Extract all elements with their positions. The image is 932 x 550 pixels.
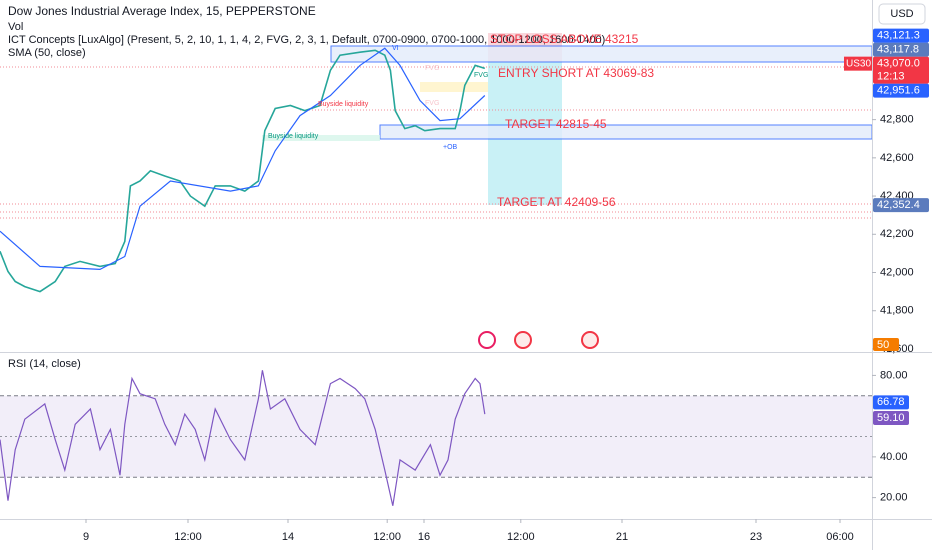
volume-tag: 50 (877, 339, 889, 351)
zone-label: Buyside liquidity (318, 101, 369, 108)
zone-label: FVG (425, 100, 439, 107)
symbol-tag: US30 (846, 58, 871, 69)
price-label-box (873, 42, 929, 57)
event-icon[interactable] (514, 331, 532, 349)
x-tick-label: 9 (83, 531, 89, 543)
x-tick-label: 16 (418, 531, 430, 543)
zone-label: +OB (443, 144, 458, 151)
fvg-zone (420, 82, 488, 92)
zone-label: Buyside liquidity (268, 133, 319, 140)
rsi-value-box (873, 410, 909, 425)
x-tick-label: 23 (750, 531, 762, 543)
price-label-box (873, 56, 929, 84)
annotation: ENTRY SHORT AT 43069-83 (498, 66, 654, 80)
x-tick-label: 12:00 (174, 531, 202, 543)
rsi-value-label: 59.10 (877, 412, 905, 424)
price-label-box (873, 83, 929, 98)
event-icon[interactable] (478, 331, 496, 349)
y-tick-label: 42,800 (880, 114, 914, 126)
price-label: 43,121.3 (877, 30, 920, 42)
indicator-label: ICT Concepts [LuxAlgo] (Present, 5, 2, 1… (8, 34, 605, 46)
rsi-title: RSI (14, close) (8, 358, 81, 370)
zone-label: FVG (425, 65, 439, 72)
x-tick-label: 12:00 (507, 531, 535, 543)
annotation: TARGET 42815-45 (505, 117, 607, 131)
rsi-value-box (873, 395, 909, 410)
x-tick-label: 21 (616, 531, 628, 543)
y-tick-label: 42,600 (880, 152, 914, 164)
x-tick-label: 14 (282, 531, 294, 543)
zone-label: VI (392, 45, 399, 52)
y-tick-label: 42,000 (880, 266, 914, 278)
price-label: 43,070.0 (877, 58, 920, 70)
price-label-box (873, 28, 929, 43)
y-tick-label: 20.00 (880, 492, 908, 504)
event-icon[interactable] (581, 331, 599, 349)
indicator-label: SMA (50, close) (8, 47, 86, 59)
currency-label: USD (890, 8, 913, 20)
x-tick-label: 06:00 (826, 531, 854, 543)
series-line (0, 49, 486, 293)
series-line (0, 47, 486, 271)
series-line (0, 370, 486, 506)
y-tick-label: 40.00 (880, 451, 908, 463)
order-block (379, 124, 873, 140)
annotation: STOP LOSS ABOVE 43215 (490, 32, 639, 46)
indicator-label: Vol (8, 21, 23, 33)
price-label: 43,117.8 (877, 44, 919, 56)
liquidity-zone (262, 135, 380, 141)
y-tick-label: 80.00 (880, 369, 908, 381)
y-tick-label: 41,800 (880, 305, 914, 317)
order-block (330, 45, 873, 63)
rsi-value-label: 66.78 (877, 396, 905, 408)
y-tick-label: 42,200 (880, 228, 914, 240)
currency-button[interactable] (878, 3, 926, 25)
volume-tag-box (873, 338, 899, 351)
symbol-tag-box (844, 56, 872, 71)
zone-label: FVG (474, 72, 488, 79)
annotation: TARGET AT 42409-56 (497, 195, 616, 209)
price-label: 42,951.6 (877, 85, 920, 97)
price-label-box (873, 198, 929, 213)
x-tick-label: 12:00 (373, 531, 401, 543)
countdown: 12:13 (877, 71, 905, 83)
level-lines (0, 66, 872, 219)
chart-title: Dow Jones Industrial Average Index, 15, … (8, 4, 316, 18)
price-label: 42,352.4 (877, 199, 920, 211)
